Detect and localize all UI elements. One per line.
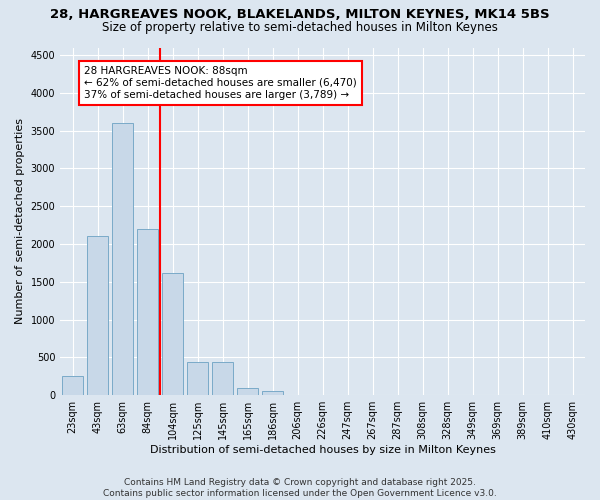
Text: Size of property relative to semi-detached houses in Milton Keynes: Size of property relative to semi-detach…: [102, 21, 498, 34]
Text: 28 HARGREAVES NOOK: 88sqm
← 62% of semi-detached houses are smaller (6,470)
37% : 28 HARGREAVES NOOK: 88sqm ← 62% of semi-…: [84, 66, 356, 100]
Text: Contains HM Land Registry data © Crown copyright and database right 2025.
Contai: Contains HM Land Registry data © Crown c…: [103, 478, 497, 498]
Bar: [87, 236, 108, 395]
Bar: [62, 376, 83, 395]
Bar: [237, 388, 258, 395]
Bar: [112, 123, 133, 395]
Bar: [137, 229, 158, 395]
Bar: [212, 362, 233, 395]
Bar: [262, 390, 283, 395]
X-axis label: Distribution of semi-detached houses by size in Milton Keynes: Distribution of semi-detached houses by …: [149, 445, 496, 455]
Y-axis label: Number of semi-detached properties: Number of semi-detached properties: [15, 118, 25, 324]
Text: 28, HARGREAVES NOOK, BLAKELANDS, MILTON KEYNES, MK14 5BS: 28, HARGREAVES NOOK, BLAKELANDS, MILTON …: [50, 8, 550, 20]
Bar: [187, 362, 208, 395]
Bar: [162, 273, 183, 395]
